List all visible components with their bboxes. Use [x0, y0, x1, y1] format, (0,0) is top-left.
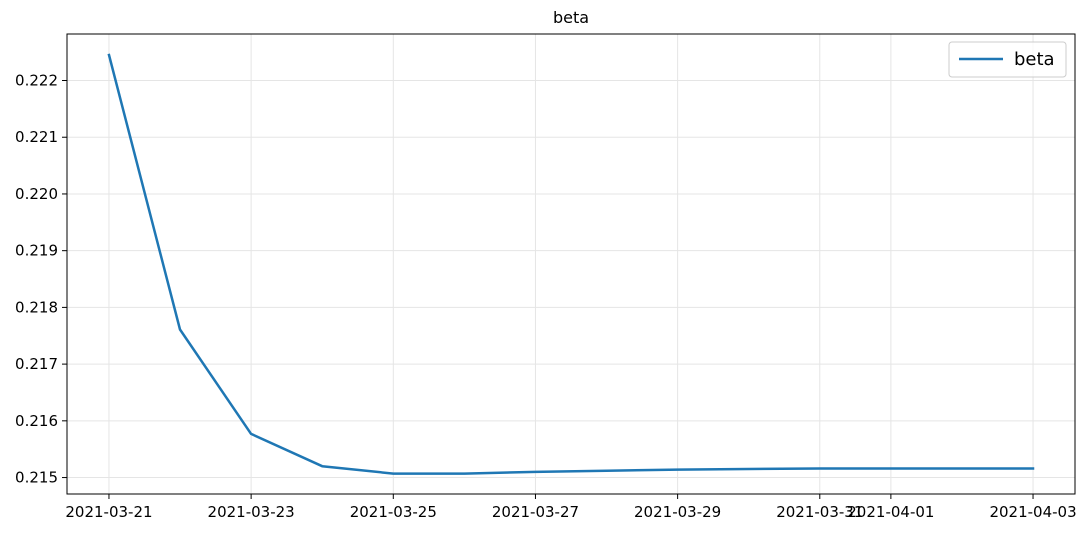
- y-tick-label: 0.218: [15, 298, 58, 316]
- series-line-beta: [107, 53, 1035, 475]
- x-tick-label: 2021-04-01: [847, 503, 934, 521]
- x-tick-label: 2021-04-03: [989, 503, 1076, 521]
- x-tick-label: 2021-03-25: [350, 503, 437, 521]
- x-tick-label: 2021-03-27: [492, 503, 579, 521]
- legend-box: [948, 41, 1067, 78]
- y-tick-label: 0.221: [15, 128, 58, 146]
- x-tick-label: 2021-03-31: [776, 503, 863, 521]
- x-tick-label: 2021-03-21: [65, 503, 152, 521]
- legend: beta: [948, 41, 1067, 78]
- y-tick-label: 0.216: [15, 412, 58, 430]
- y-tick-label: 0.217: [15, 355, 58, 373]
- x-tick-label: 2021-03-23: [208, 503, 295, 521]
- plot-frame: [66, 33, 1076, 495]
- y-tick-label: 0.215: [15, 469, 58, 487]
- x-tick-label: 2021-03-29: [634, 503, 721, 521]
- y-tick-label: 0.220: [15, 185, 58, 203]
- legend-label-beta: beta: [1014, 49, 1055, 70]
- chart-title: beta: [553, 8, 589, 27]
- y-tick-label: 0.219: [15, 242, 58, 260]
- y-tick-label: 0.222: [15, 72, 58, 90]
